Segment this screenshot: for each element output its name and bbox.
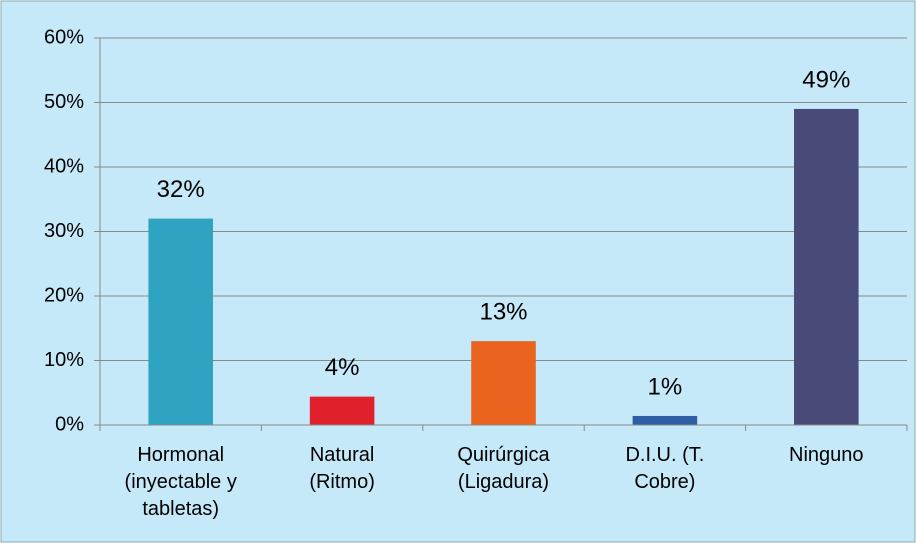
data-label: 13% xyxy=(479,298,527,325)
y-tick-label: 40% xyxy=(44,155,84,177)
data-label: 4% xyxy=(325,354,360,381)
data-label: 49% xyxy=(802,66,850,93)
y-tick-label: 30% xyxy=(44,220,84,242)
bar xyxy=(471,341,536,425)
bar xyxy=(148,218,213,425)
y-tick-label: 50% xyxy=(44,91,84,113)
x-tick-label: Ninguno xyxy=(789,444,864,466)
data-label: 32% xyxy=(157,176,205,203)
data-label: 1% xyxy=(648,373,683,400)
x-tick-label: Natural (Ritmo) xyxy=(309,444,375,493)
bar xyxy=(309,396,375,425)
bar xyxy=(632,415,698,425)
y-tick-label: 0% xyxy=(55,413,84,435)
bar xyxy=(794,108,859,425)
y-tick-label: 20% xyxy=(44,284,84,306)
y-tick-label: 10% xyxy=(44,349,84,371)
x-tick-label: D.I.U. (T. Cobre) xyxy=(625,444,705,493)
x-tick-label: Quirúrgica (Ligadura) xyxy=(457,444,550,493)
y-tick-label: 60% xyxy=(44,26,84,48)
x-tick-label: Hormonal (inyectable y tabletas) xyxy=(124,444,237,520)
